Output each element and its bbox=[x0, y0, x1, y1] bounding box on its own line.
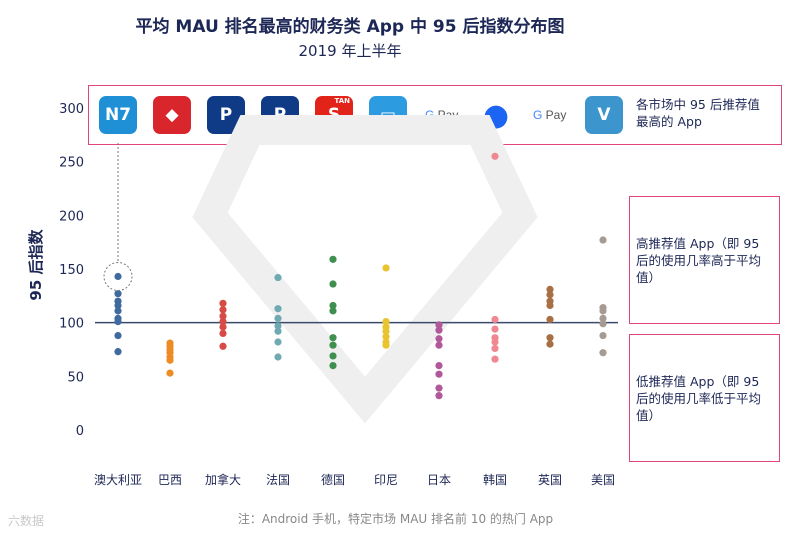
highlight-circle bbox=[103, 262, 133, 292]
data-point bbox=[329, 255, 337, 263]
y-tick-label: 150 bbox=[59, 263, 84, 278]
data-point bbox=[435, 362, 443, 370]
x-category-label: 加拿大 bbox=[205, 472, 241, 487]
data-point bbox=[274, 322, 282, 330]
y-tick-label: 100 bbox=[59, 317, 84, 332]
gpay-icon-uk: G Pay bbox=[533, 108, 567, 122]
high-legend-text: 高推荐值 App（即 95 后的使用几率高于平均值） bbox=[636, 236, 762, 285]
data-point bbox=[491, 152, 499, 160]
data-point bbox=[114, 307, 122, 315]
x-category-label: 韩国 bbox=[483, 472, 507, 487]
x-category-label: 英国 bbox=[538, 473, 562, 487]
data-point bbox=[274, 327, 282, 335]
y-tick-label: 200 bbox=[59, 209, 84, 224]
data-point bbox=[219, 317, 227, 326]
data-point bbox=[114, 301, 122, 310]
data-point bbox=[329, 334, 337, 342]
chart-title: 平均 MAU 排名最高的财务类 App 中 95 后指数分布图 bbox=[135, 17, 565, 37]
data-point bbox=[546, 291, 554, 299]
data-point bbox=[114, 272, 122, 281]
data-point bbox=[382, 341, 390, 349]
watermark: 六数据 bbox=[8, 514, 45, 528]
data-point bbox=[546, 315, 554, 324]
x-category-label: 日本 bbox=[427, 473, 451, 487]
data-point bbox=[435, 326, 443, 334]
data-point bbox=[219, 299, 227, 307]
data-point bbox=[114, 348, 122, 356]
data-point bbox=[114, 331, 122, 340]
x-category-label: 印尼 bbox=[374, 473, 398, 487]
data-point bbox=[599, 307, 607, 315]
data-point bbox=[491, 338, 499, 346]
top-app-legend-text: 各市场中 95 后推荐值最高的 App bbox=[636, 97, 760, 129]
footnote: 注：Android 手机，特定市场 MAU 排名前 10 的热门 App bbox=[237, 512, 554, 526]
data-point bbox=[274, 338, 282, 346]
data-point bbox=[546, 334, 554, 342]
high-legend-box bbox=[629, 196, 780, 324]
data-point bbox=[599, 349, 607, 357]
data-point bbox=[274, 273, 282, 282]
data-point bbox=[491, 315, 499, 324]
br-app-icon: ◆ bbox=[153, 96, 191, 134]
y-tick-label: 300 bbox=[59, 102, 84, 117]
data-point bbox=[329, 362, 337, 370]
data-point bbox=[329, 280, 337, 288]
low-legend-text: 低推荐值 App（即 95 后的使用几率低于平均值） bbox=[636, 374, 762, 423]
y-tick-label: 0 bbox=[76, 424, 84, 439]
data-point bbox=[166, 369, 174, 377]
y-tick-label: 50 bbox=[67, 370, 84, 385]
low-legend-box bbox=[629, 334, 780, 462]
data-point bbox=[114, 290, 122, 298]
data-point bbox=[382, 317, 390, 326]
data-point bbox=[219, 342, 227, 350]
data-point bbox=[435, 370, 443, 378]
data-point bbox=[329, 352, 337, 360]
data-point bbox=[219, 306, 227, 314]
x-category-label: 巴西 bbox=[158, 473, 182, 487]
data-point bbox=[382, 333, 390, 341]
data-point bbox=[166, 356, 174, 364]
data-point bbox=[435, 341, 443, 349]
data-point bbox=[274, 314, 282, 322]
chart-subtitle: 2019 年上半年 bbox=[298, 42, 402, 60]
venmo-icon: V bbox=[585, 96, 623, 134]
x-category-label: 美国 bbox=[591, 473, 615, 487]
data-point bbox=[599, 331, 607, 340]
x-category-label: 法国 bbox=[266, 473, 290, 487]
au-app-icon: N7 bbox=[99, 96, 137, 134]
data-point bbox=[491, 325, 499, 333]
data-point bbox=[219, 323, 227, 331]
background-diamond bbox=[192, 115, 538, 424]
data-point bbox=[599, 236, 607, 244]
x-category-label: 德国 bbox=[321, 472, 345, 487]
data-point bbox=[546, 285, 554, 293]
data-point bbox=[329, 341, 337, 349]
data-point bbox=[114, 317, 122, 326]
data-point bbox=[329, 307, 337, 315]
x-category-label: 澳大利亚 bbox=[94, 473, 142, 487]
data-point bbox=[219, 329, 227, 337]
data-point bbox=[491, 355, 499, 363]
data-point bbox=[329, 301, 337, 310]
data-point bbox=[546, 301, 554, 310]
data-point bbox=[382, 327, 390, 335]
data-point bbox=[219, 312, 227, 320]
data-point bbox=[382, 264, 390, 272]
data-point bbox=[435, 384, 443, 392]
data-point bbox=[546, 340, 554, 348]
data-point bbox=[491, 344, 499, 353]
data-point bbox=[435, 335, 443, 343]
data-point bbox=[599, 320, 607, 328]
data-point bbox=[599, 314, 607, 322]
data-point bbox=[435, 321, 443, 329]
data-point bbox=[274, 305, 282, 313]
data-point bbox=[435, 392, 443, 400]
y-tick-label: 250 bbox=[59, 156, 84, 171]
data-point bbox=[274, 353, 282, 361]
